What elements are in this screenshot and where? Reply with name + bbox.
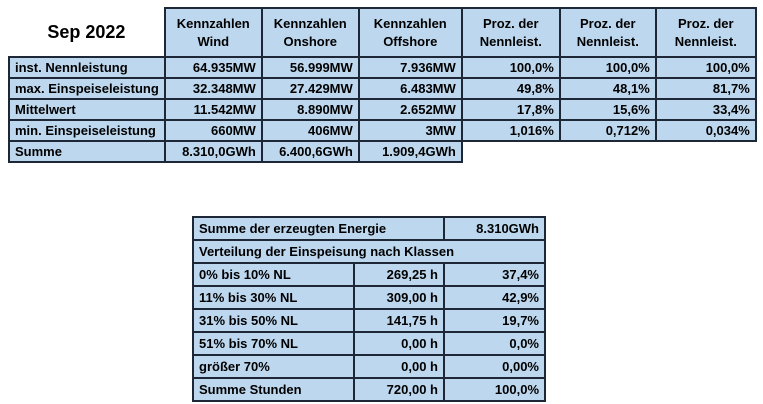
class-percent: 42,9% (443, 285, 546, 310)
value-proz-offshore: 33,4% (654, 98, 757, 121)
value-offshore: 7.936MW (357, 56, 463, 79)
class-hours: 0,00 h (353, 331, 445, 356)
verteilung-table: Summe der erzeugten Energie 8.310GWh Ver… (192, 216, 546, 402)
class-label: 51% bis 70% NL (192, 331, 355, 356)
value-proz-wind: 1,016% (460, 119, 561, 142)
total-label: Summe Stunden (192, 377, 355, 402)
value-onshore: 406MW (260, 119, 360, 142)
value-wind: 8.310,0GWh (163, 140, 263, 163)
summary-label: Summe der erzeugten Energie (192, 216, 445, 241)
value-wind: 11.542MW (163, 98, 263, 121)
column-header-proz-wind: Proz. der Nennleist. (460, 7, 561, 58)
table-row: max. Einspeiseleistung 32.348MW 27.429MW… (8, 77, 757, 100)
empty-cell (560, 141, 656, 162)
class-percent: 0,0% (443, 331, 546, 356)
table-row-summe: Summe 8.310,0GWh 6.400,6GWh 1.909,4GWh (8, 140, 756, 163)
class-percent: 0,00% (443, 354, 546, 379)
value-proz-offshore: 81,7% (654, 77, 757, 100)
class-hours: 141,75 h (353, 308, 445, 333)
month-title: Sep 2022 (9, 8, 165, 57)
value-wind: 64.935MW (163, 56, 263, 79)
empty-cell (656, 141, 756, 162)
class-label: 0% bis 10% NL (192, 262, 355, 287)
column-header-proz-onshore: Proz. der Nennleist. (558, 7, 657, 58)
total-percent: 100,0% (443, 377, 546, 402)
column-header-offshore: Kennzahlen Offshore (357, 7, 463, 58)
class-row: 31% bis 50% NL 141,75 h 19,7% (192, 308, 546, 333)
row-label: Mittelwert (8, 98, 166, 121)
class-label: 31% bis 50% NL (192, 308, 355, 333)
row-label: inst. Nennleistung (8, 56, 166, 79)
value-proz-wind: 100,0% (460, 56, 561, 79)
class-row: 51% bis 70% NL 0,00 h 0,0% (192, 331, 546, 356)
table-row: min. Einspeiseleistung 660MW 406MW 3MW 1… (8, 119, 757, 142)
section-header: Verteilung der Einspeisung nach Klassen (192, 239, 546, 264)
class-label: größer 70% (192, 354, 355, 379)
value-proz-wind: 17,8% (460, 98, 561, 121)
column-header-wind: Kennzahlen Wind (163, 7, 263, 58)
table-row: Mittelwert 11.542MW 8.890MW 2.652MW 17,8… (8, 98, 757, 121)
class-row: 0% bis 10% NL 269,25 h 37,4% (192, 262, 546, 287)
value-onshore: 56.999MW (260, 56, 360, 79)
table-header-row: Sep 2022 Kennzahlen Wind Kennzahlen Onsh… (9, 7, 757, 58)
section-header-row: Verteilung der Einspeisung nach Klassen (192, 239, 546, 264)
value-proz-offshore: 0,034% (654, 119, 757, 142)
row-label: Summe (8, 140, 166, 163)
class-percent: 19,7% (443, 308, 546, 333)
class-hours: 309,00 h (353, 285, 445, 310)
table-row: inst. Nennleistung 64.935MW 56.999MW 7.9… (8, 56, 757, 79)
value-offshore: 6.483MW (357, 77, 463, 100)
value-offshore: 3MW (357, 119, 463, 142)
total-row: Summe Stunden 720,00 h 100,0% (192, 377, 546, 402)
summary-value: 8.310GWh (443, 216, 546, 241)
value-proz-onshore: 48,1% (558, 77, 657, 100)
class-hours: 0,00 h (353, 354, 445, 379)
class-percent: 37,4% (443, 262, 546, 287)
class-hours: 269,25 h (353, 262, 445, 287)
value-proz-wind: 49,8% (460, 77, 561, 100)
column-header-onshore: Kennzahlen Onshore (260, 7, 360, 58)
class-row: 11% bis 30% NL 309,00 h 42,9% (192, 285, 546, 310)
value-proz-onshore: 0,712% (558, 119, 657, 142)
value-proz-offshore: 100,0% (654, 56, 757, 79)
value-offshore: 2.652MW (357, 98, 463, 121)
value-wind: 32.348MW (163, 77, 263, 100)
class-row: größer 70% 0,00 h 0,00% (192, 354, 546, 379)
row-label: max. Einspeiseleistung (8, 77, 166, 100)
value-onshore: 8.890MW (260, 98, 360, 121)
summary-row: Summe der erzeugten Energie 8.310GWh (192, 216, 546, 241)
row-label: min. Einspeiseleistung (8, 119, 166, 142)
empty-cell (462, 141, 560, 162)
column-header-proz-offshore: Proz. der Nennleist. (654, 7, 757, 58)
value-proz-onshore: 100,0% (558, 56, 657, 79)
value-wind: 660MW (163, 119, 263, 142)
class-label: 11% bis 30% NL (192, 285, 355, 310)
kennzahlen-table: Sep 2022 Kennzahlen Wind Kennzahlen Onsh… (8, 7, 757, 163)
value-onshore: 27.429MW (260, 77, 360, 100)
value-onshore: 6.400,6GWh (260, 140, 360, 163)
value-proz-onshore: 15,6% (558, 98, 657, 121)
total-hours: 720,00 h (353, 377, 445, 402)
value-offshore: 1.909,4GWh (357, 140, 463, 163)
